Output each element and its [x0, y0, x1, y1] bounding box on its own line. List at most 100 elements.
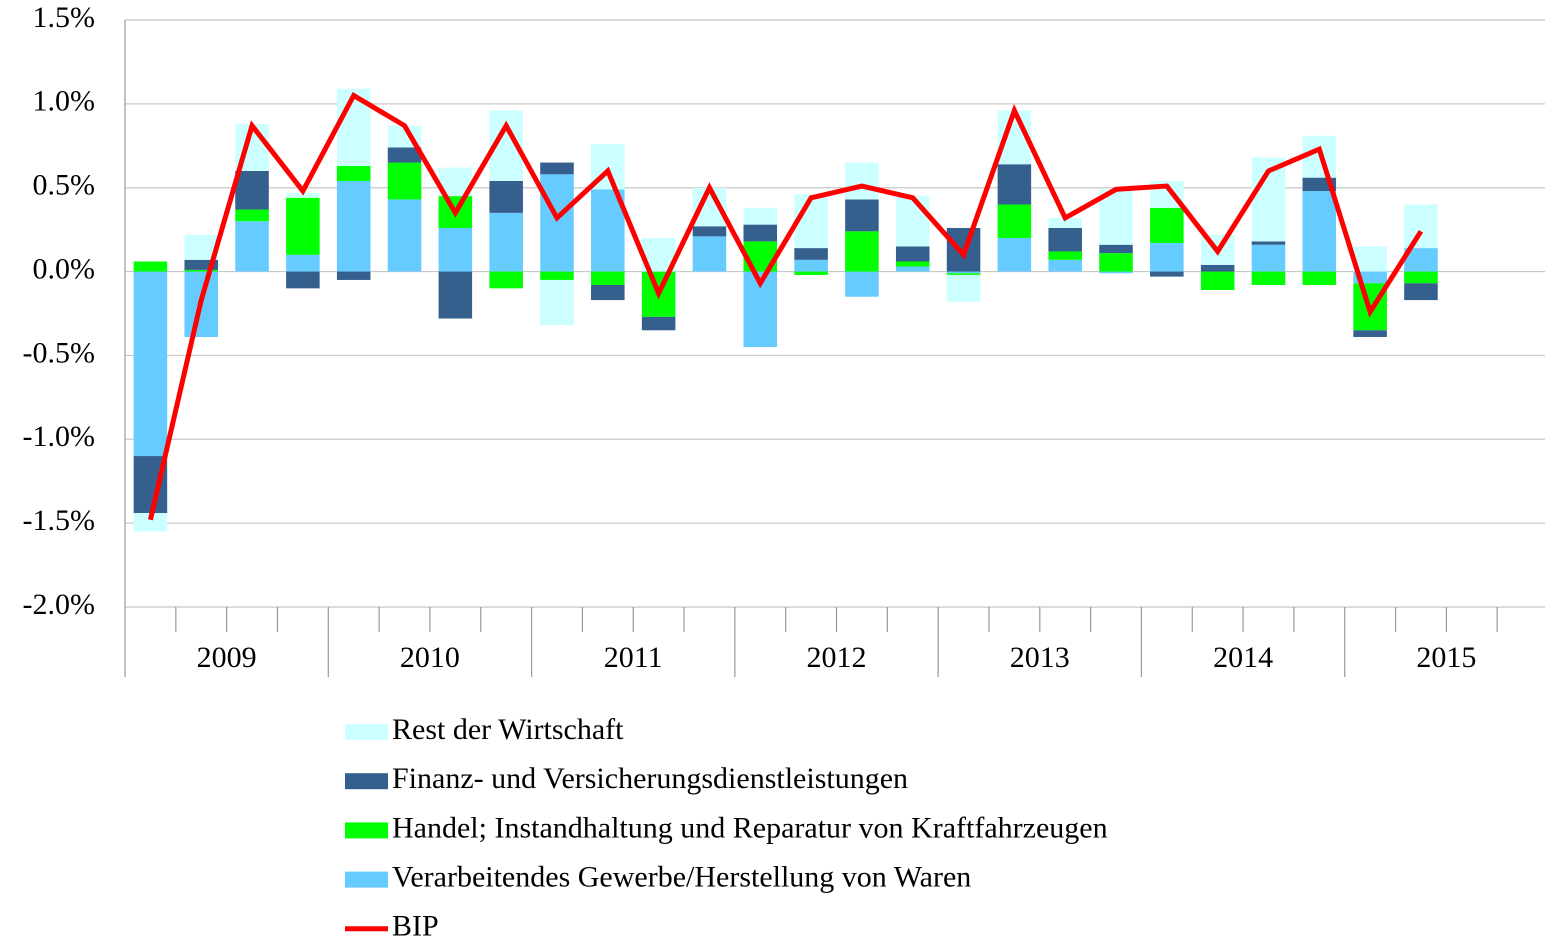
bar [1404, 271, 1438, 284]
bar [1099, 271, 1133, 274]
x-tick-label: 2009 [197, 641, 257, 674]
legend-swatch [345, 822, 388, 839]
bar [794, 248, 828, 260]
bar [1099, 244, 1133, 254]
bar [1150, 243, 1184, 272]
y-tick-label: 0.0% [33, 252, 96, 285]
bar [184, 269, 219, 272]
bar [692, 226, 727, 237]
bar [235, 209, 269, 222]
bar [1048, 217, 1082, 228]
bar [1251, 241, 1286, 245]
bar [286, 197, 320, 255]
bar [489, 212, 523, 272]
bar [1353, 271, 1387, 284]
y-tick-label: -1.5% [23, 504, 95, 537]
bar [1200, 271, 1235, 291]
bar [1048, 227, 1082, 252]
y-tick-label: -1.0% [23, 420, 95, 453]
y-tick-label: -2.0% [23, 588, 95, 621]
bar [895, 196, 930, 247]
bar [286, 271, 320, 289]
bar [997, 164, 1032, 205]
bar [946, 274, 981, 302]
bar [794, 259, 828, 272]
bar [286, 192, 320, 198]
bar [1251, 271, 1286, 285]
bar [743, 207, 778, 225]
bar [845, 231, 879, 272]
bar [997, 204, 1032, 239]
bar [438, 271, 473, 319]
bar [540, 271, 574, 280]
bar [1251, 244, 1286, 272]
legend-swatch [345, 871, 388, 888]
bar [895, 246, 930, 262]
bar [133, 513, 168, 532]
bar [286, 254, 320, 272]
bar [845, 162, 879, 200]
bar [1302, 271, 1337, 285]
bar [946, 271, 981, 274]
bar [1099, 253, 1133, 272]
legend-label: Finanz- und Versicherungsdienstleistunge… [392, 762, 908, 795]
bar [1048, 259, 1082, 272]
bar [1150, 271, 1184, 277]
bar [235, 221, 269, 272]
bar [540, 279, 574, 326]
bar [489, 271, 523, 289]
bar [1353, 246, 1387, 272]
bar [1048, 251, 1082, 260]
bar [794, 271, 828, 275]
legend-swatch [345, 773, 388, 790]
bar [845, 199, 879, 232]
bar [845, 271, 879, 297]
bar [692, 236, 727, 272]
legend-label: Rest der Wirtschaft [392, 713, 624, 746]
y-tick-label: -0.5% [23, 336, 95, 369]
x-tick-label: 2012 [807, 641, 867, 674]
bar [387, 199, 422, 272]
bar [1150, 207, 1184, 244]
legend-label: Verarbeitendes Gewerbe/Herstellung von W… [392, 860, 971, 893]
bar [591, 284, 625, 301]
bar [133, 261, 168, 272]
bar [1404, 248, 1438, 272]
bar [387, 147, 422, 163]
bar [235, 170, 269, 210]
bar [1353, 330, 1387, 337]
bar [184, 259, 219, 270]
y-tick-label: 1.5% [33, 1, 96, 34]
bar [336, 165, 371, 182]
bar [540, 174, 574, 272]
bar [743, 224, 778, 242]
bar [336, 181, 371, 272]
bar [1200, 264, 1235, 272]
bar [387, 162, 422, 200]
bar [1404, 204, 1438, 249]
bar [133, 271, 168, 457]
x-tick-label: 2010 [400, 641, 460, 674]
bar [641, 316, 676, 331]
bar [540, 162, 574, 175]
bar [895, 261, 930, 267]
x-tick-label: 2015 [1416, 641, 1476, 674]
bar [591, 271, 625, 285]
bar [489, 181, 523, 213]
bar [336, 271, 371, 280]
bar [1302, 191, 1337, 272]
x-tick-label: 2013 [1010, 641, 1070, 674]
bar [1404, 283, 1438, 301]
line [147, 91, 1424, 521]
bar [997, 238, 1032, 272]
x-tick-label: 2014 [1213, 641, 1273, 674]
bar [1099, 189, 1133, 245]
y-tick-label: 0.5% [33, 169, 96, 202]
legend-label: Handel; Instandhaltung und Reparatur von… [392, 811, 1108, 844]
x-tick-label: 2011 [604, 641, 663, 674]
bar [946, 273, 981, 275]
bar [438, 227, 473, 272]
legend-swatch [345, 724, 388, 740]
y-tick-label: 1.0% [33, 85, 96, 118]
